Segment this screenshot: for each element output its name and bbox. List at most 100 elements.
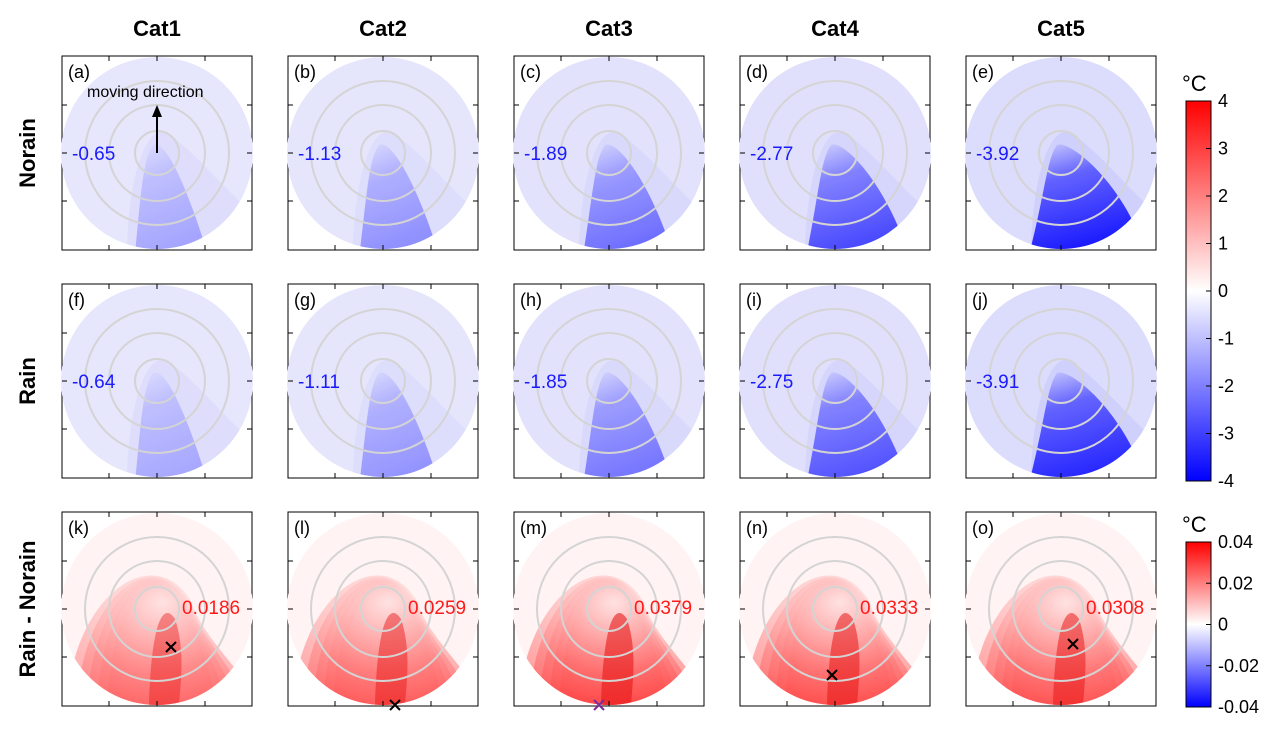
column-title-cat4: Cat4 <box>811 16 859 41</box>
max-value-label: 0.0259 <box>408 598 466 619</box>
radius-ring <box>586 586 632 632</box>
colorbar-tick-label: -2 <box>1218 376 1234 396</box>
colorbar-tick-label: 4 <box>1218 91 1228 111</box>
radius-ring <box>134 586 180 632</box>
radius-ring <box>84 536 230 682</box>
warm-band <box>67 575 253 705</box>
mean-value-label: -1.89 <box>524 144 567 165</box>
colorbar-unit: °C <box>1182 71 1207 96</box>
panel-e: (e) -3.92 <box>965 55 1157 251</box>
column-title-cat2: Cat2 <box>359 16 407 41</box>
max-location-marker <box>593 699 605 711</box>
cold-wake <box>359 372 439 477</box>
panel-label: (f) <box>68 290 85 310</box>
radius-ring <box>1038 358 1084 404</box>
radius-ring <box>560 104 658 202</box>
max-location-marker <box>1067 638 1079 650</box>
panel-label: (m) <box>520 518 547 538</box>
max-value-label: 0.0186 <box>182 598 240 619</box>
colorbar-tick-label: -3 <box>1218 424 1234 444</box>
panel-h: (h) -1.85 <box>513 283 705 479</box>
max-value-label: 0.0379 <box>634 598 692 619</box>
panel-label: (a) <box>68 62 90 82</box>
colorbar-tick-label: 1 <box>1218 234 1228 254</box>
radius-ring <box>360 586 406 632</box>
radius-ring <box>310 80 456 226</box>
colorbar-tick-label: 0.02 <box>1218 573 1253 593</box>
radius-ring <box>334 332 432 430</box>
cold-wake <box>806 372 908 477</box>
panel-label: (h) <box>520 290 542 310</box>
colorbar-tick-label: 0 <box>1218 615 1228 635</box>
radius-ring <box>360 130 406 176</box>
panel-b: (b) -1.13 <box>287 55 479 251</box>
panel-a: (a) -0.65 moving direction <box>61 55 253 251</box>
outer-wake <box>579 359 705 477</box>
radius-ring <box>108 332 206 430</box>
radius-ring <box>334 560 432 658</box>
warm-band <box>293 575 479 705</box>
radius-ring <box>360 358 406 404</box>
radius-ring <box>560 560 658 658</box>
radius-ring <box>560 332 658 430</box>
cold-wake <box>806 144 909 249</box>
colorbar-tick-label: 0.04 <box>1218 532 1253 552</box>
colorbar-tick-label: -1 <box>1218 329 1234 349</box>
radius-ring <box>536 536 682 682</box>
arrow-head-icon <box>152 105 162 117</box>
radius-ring <box>1038 586 1084 632</box>
colorbar-tick-label: 0 <box>1218 281 1228 301</box>
mean-value-label: -3.92 <box>976 144 1019 165</box>
mean-value-label: -3.91 <box>976 372 1019 393</box>
panel-label: (d) <box>746 62 768 82</box>
radius-ring <box>762 80 908 226</box>
panel-label: (n) <box>746 518 768 538</box>
radius-ring <box>1012 560 1110 658</box>
outer-wake <box>127 131 253 249</box>
radius-ring <box>988 80 1134 226</box>
radius-ring <box>786 560 884 658</box>
panel-label: (b) <box>294 62 316 82</box>
mean-value-label: -1.13 <box>298 144 341 165</box>
radius-ring <box>84 80 230 226</box>
radius-ring <box>586 130 632 176</box>
radius-ring <box>1038 130 1084 176</box>
panel-label: (c) <box>520 62 541 82</box>
max-location-marker <box>826 669 838 681</box>
radius-ring <box>812 358 858 404</box>
panel-label: (g) <box>294 290 316 310</box>
colorbar-1: 4 3 2 1 0 -1 -2 -3 -4 °C <box>1182 71 1234 491</box>
panel-d: (d) -2.77 <box>739 55 931 251</box>
radius-ring <box>762 308 908 454</box>
panel-j: (j) -3.91 <box>965 283 1157 479</box>
moving-direction-annotation: moving direction <box>87 84 204 153</box>
cold-wake <box>1029 372 1147 477</box>
radius-ring <box>812 586 858 632</box>
colorbar-tick-label: -0.04 <box>1218 697 1259 717</box>
radius-ring <box>988 308 1134 454</box>
mean-value-label: -0.64 <box>72 372 116 393</box>
radius-ring <box>1012 104 1110 202</box>
outer-wake <box>805 359 931 477</box>
panel-c: (c) -1.89 <box>513 55 705 251</box>
panel-l: (l) 0.0259 <box>287 511 479 711</box>
panel-o: (o) 0.0308 <box>965 511 1157 707</box>
panel-g: (g) -1.11 <box>287 283 479 479</box>
colorbar-tick-label: -0.02 <box>1218 656 1259 676</box>
radius-ring <box>812 130 858 176</box>
outer-wake <box>805 131 931 249</box>
radius-ring <box>108 560 206 658</box>
outer-wake <box>579 131 705 249</box>
radius-ring <box>1012 332 1110 430</box>
radius-ring <box>786 104 884 202</box>
mean-value-label: -2.77 <box>750 144 793 165</box>
panel-i: (i) -2.75 <box>739 283 931 479</box>
radius-ring <box>536 80 682 226</box>
radius-ring <box>310 536 456 682</box>
outer-wake <box>1031 359 1157 477</box>
panel-label: (o) <box>972 518 994 538</box>
panel-n: (n) 0.0333 <box>739 511 931 707</box>
radius-ring <box>988 536 1134 682</box>
colorbar-unit: °C <box>1182 512 1207 537</box>
panel-label: (e) <box>972 62 994 82</box>
